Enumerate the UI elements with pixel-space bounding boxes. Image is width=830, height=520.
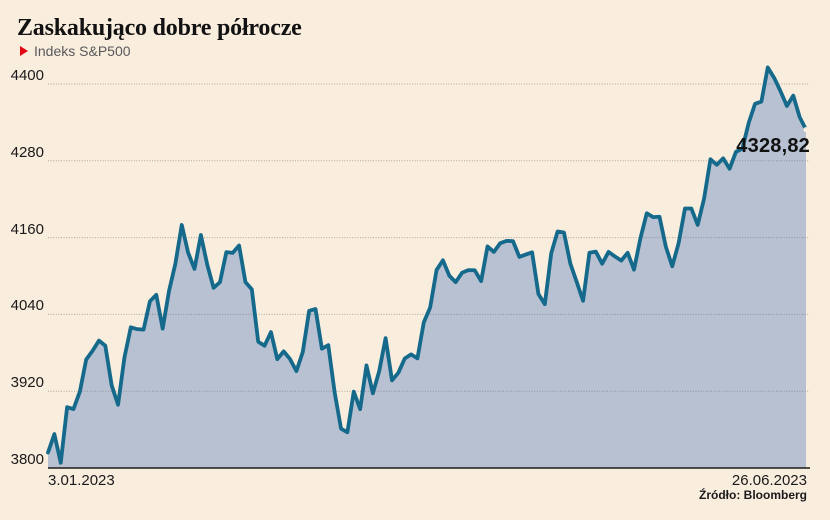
- x-axis-end-label: 26.06.2023: [731, 472, 807, 489]
- legend-triangle-icon: [20, 46, 28, 56]
- area-fill: [48, 67, 806, 469]
- y-axis-tick-label: 3800: [10, 451, 44, 468]
- legend-series-label: Indeks S&P500: [34, 43, 131, 59]
- y-axis-tick-label: 4160: [10, 220, 44, 238]
- chart-title: Zaskakująco dobre półrocze: [17, 15, 302, 41]
- y-axis-tick-label: 4400: [10, 67, 44, 84]
- y-axis-tick-label: 4040: [10, 297, 44, 315]
- last-point-dot: [803, 126, 809, 133]
- source-credit: Źródło: Bloomberg: [699, 488, 807, 502]
- last-value-label: 4328,82: [736, 135, 810, 157]
- y-axis-tick-label: 3920: [10, 374, 44, 392]
- chart-legend: Indeks S&P500: [20, 44, 131, 58]
- x-axis-start-label: 3.01.2023: [48, 472, 115, 489]
- price-line: [46, 65, 808, 465]
- y-axis-tick-label: 4280: [10, 143, 44, 161]
